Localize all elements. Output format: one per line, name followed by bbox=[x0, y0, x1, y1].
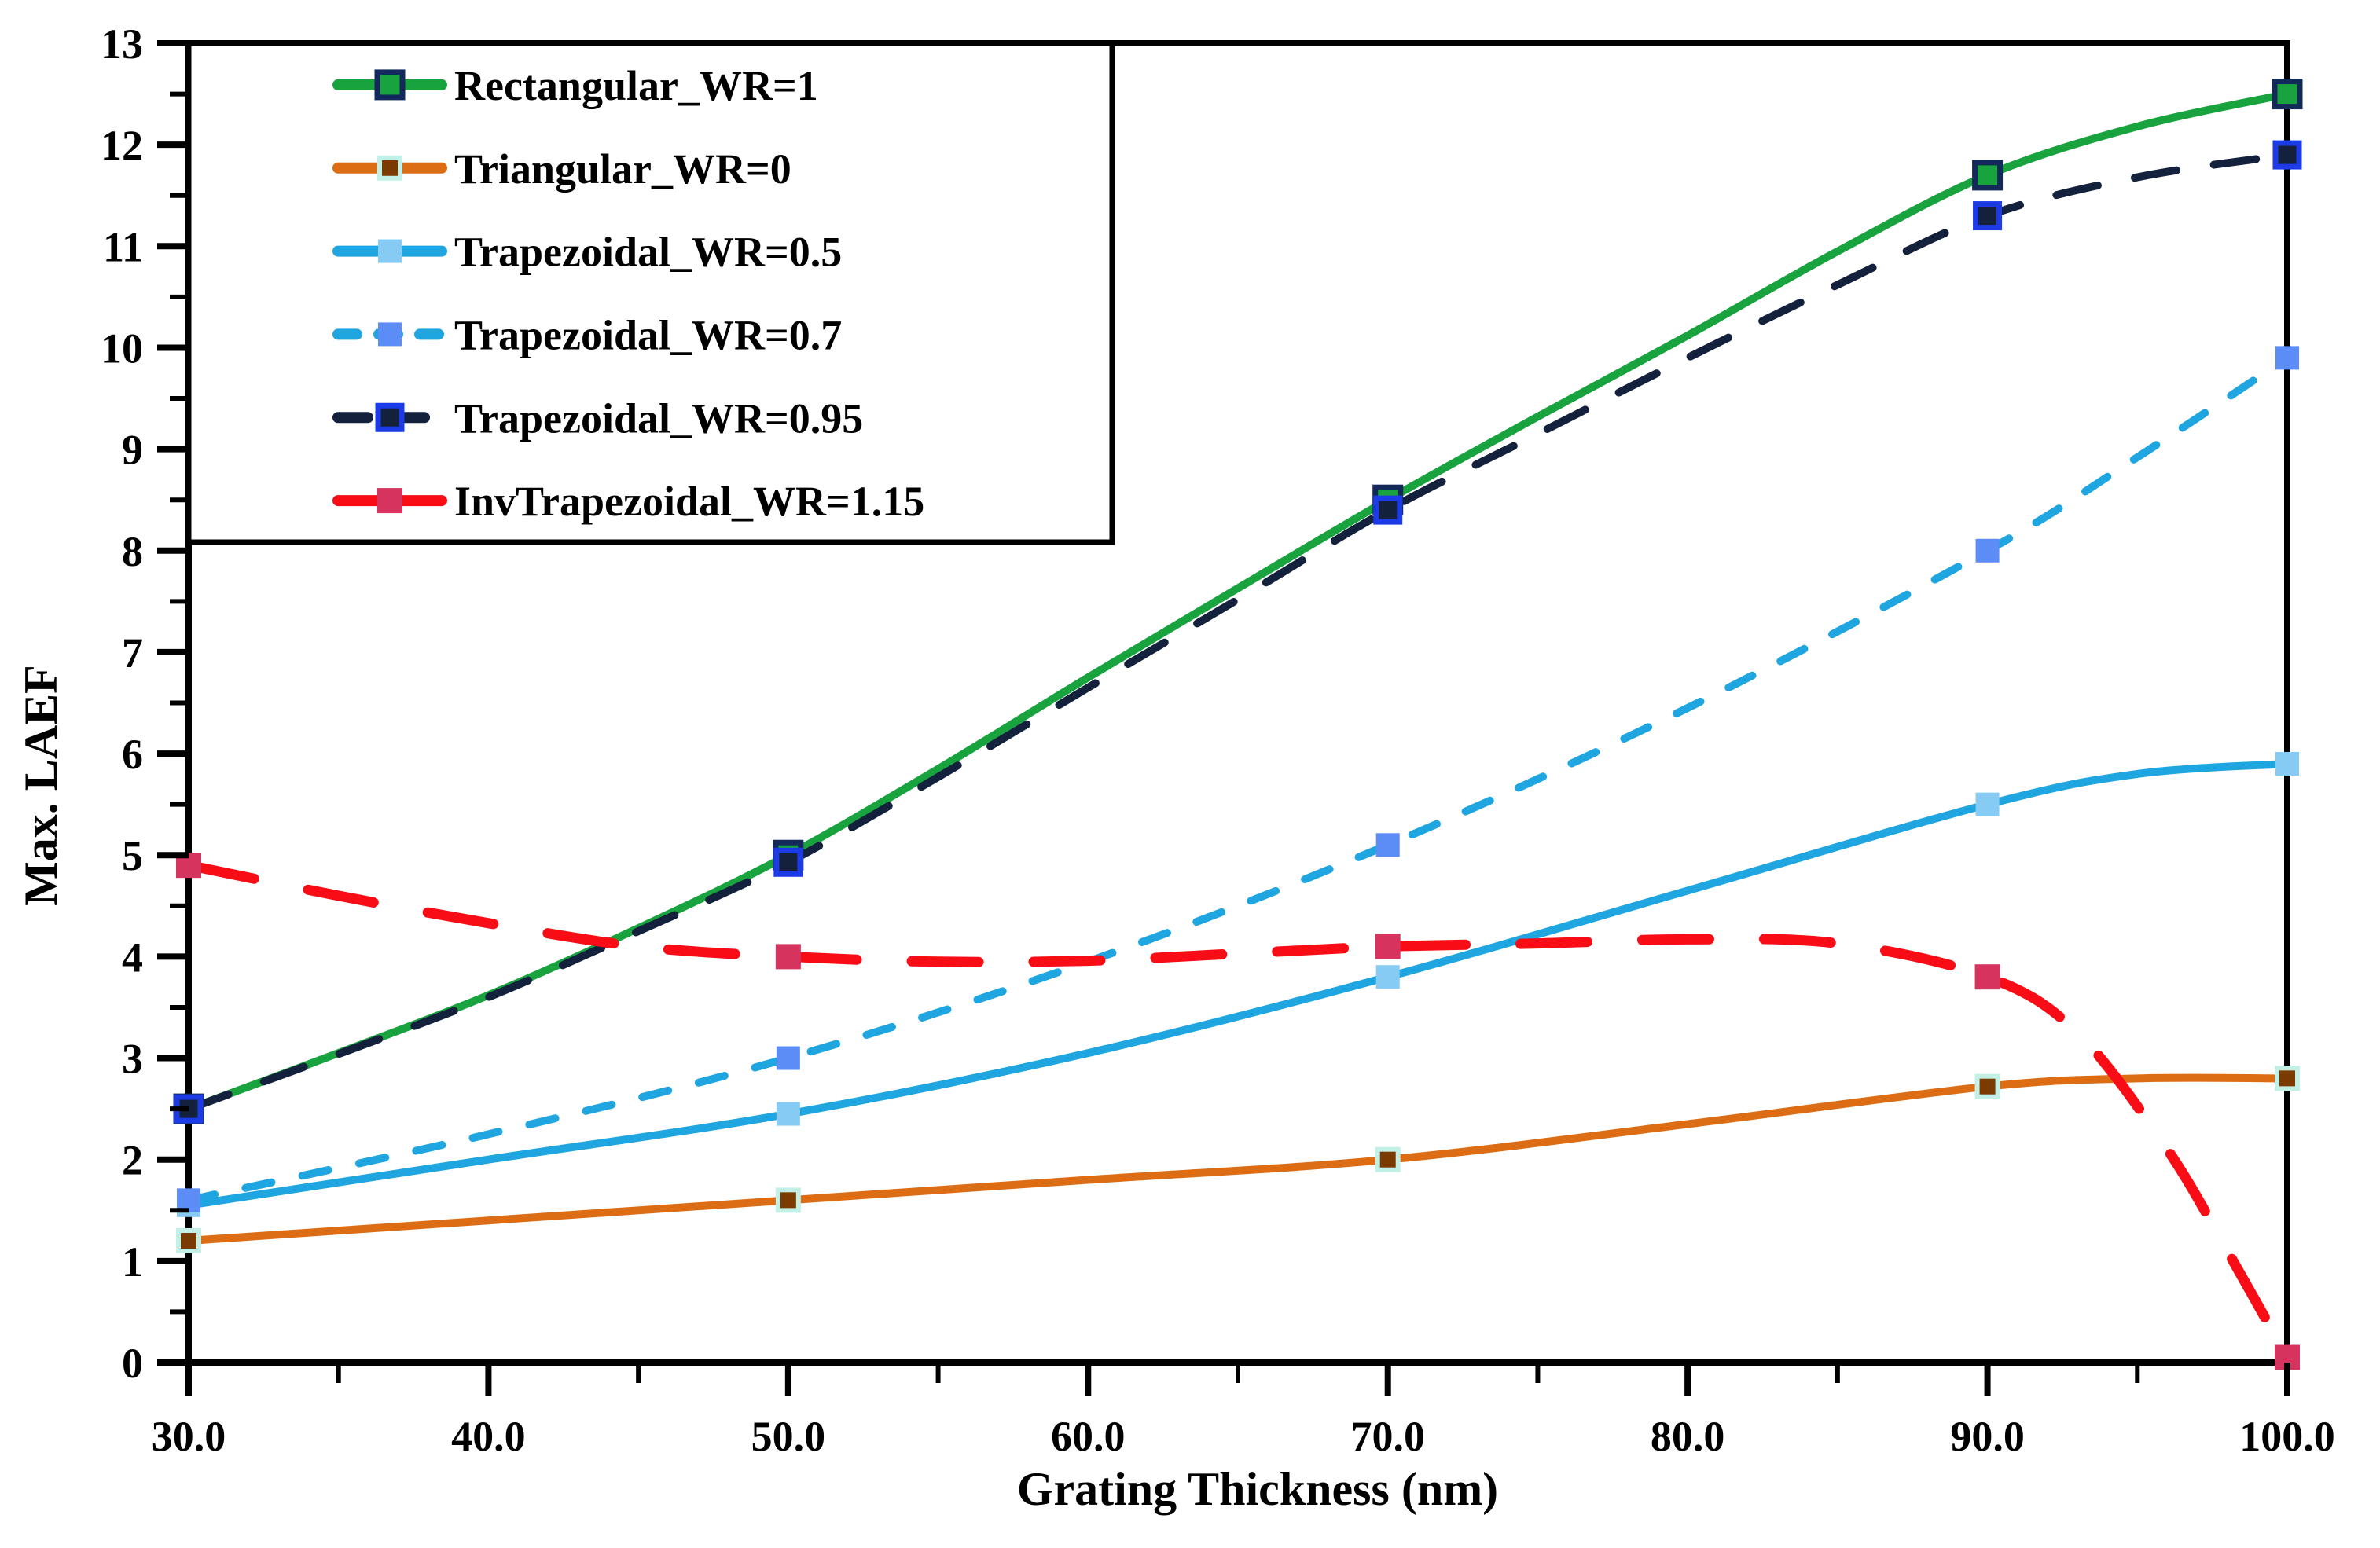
data-point-marker-Trapezoidal_WR=0.5 bbox=[776, 1102, 800, 1126]
legend-marker-sample bbox=[374, 69, 406, 101]
data-point-marker-InvTrapezoidal_WR=1.15 bbox=[775, 944, 801, 970]
legend-marker-sample bbox=[378, 239, 402, 263]
y-tick-label: 4 bbox=[122, 934, 143, 981]
data-point-marker-Triangular_WR=0 bbox=[1375, 1146, 1401, 1172]
series-line-Triangular_WR=0 bbox=[185, 1073, 2291, 1245]
y-tick-label: 1 bbox=[122, 1238, 143, 1286]
x-tick-label: 50.0 bbox=[751, 1413, 826, 1460]
data-point-marker-Rectangular_WR=1 bbox=[2272, 79, 2303, 110]
data-point-marker-Triangular_WR=0 bbox=[775, 1187, 801, 1213]
legend-label: Triangular_WR=0 bbox=[454, 145, 791, 193]
legend-item-Trapezoidal_WR=0.7: Trapezoidal_WR=0.7 bbox=[332, 311, 842, 358]
legend-label: Trapezoidal_WR=0.95 bbox=[454, 394, 863, 442]
y-tick-label: 8 bbox=[122, 528, 143, 575]
data-point-marker-Trapezoidal_WR=0.5 bbox=[2275, 751, 2299, 776]
x-tick-label: 60.0 bbox=[1051, 1413, 1126, 1460]
data-point-marker-Trapezoidal_WR=0.5 bbox=[1975, 792, 2000, 816]
x-tick-label: 40.0 bbox=[451, 1413, 526, 1460]
data-point-marker-Triangular_WR=0 bbox=[1974, 1073, 2000, 1099]
data-point-marker-Trapezoidal_WR=0.7 bbox=[1375, 833, 1400, 857]
legend-item-InvTrapezoidal_WR=1.15: InvTrapezoidal_WR=1.15 bbox=[332, 478, 924, 525]
legend-frame bbox=[185, 40, 1115, 545]
legend-marker-sample bbox=[375, 402, 405, 432]
data-point-marker-Triangular_WR=0 bbox=[176, 1228, 201, 1254]
series-line-Trapezoidal_WR=0.5 bbox=[185, 760, 2291, 1209]
legend-label: Trapezoidal_WR=0.5 bbox=[454, 229, 842, 276]
data-point-marker-Trapezoidal_WR=0.7 bbox=[1975, 538, 2000, 563]
y-tick-label: 9 bbox=[122, 427, 143, 474]
legend-marker-sample bbox=[378, 322, 402, 347]
x-tick-label: 70.0 bbox=[1350, 1413, 1425, 1460]
axis-ticks bbox=[157, 40, 2290, 1396]
legend-label: Rectangular_WR=1 bbox=[454, 62, 818, 109]
data-point-marker-Trapezoidal_WR=0.5 bbox=[1375, 965, 1400, 989]
data-point-marker-Trapezoidal_WR=0.95 bbox=[1373, 495, 1403, 525]
legend-label: InvTrapezoidal_WR=1.15 bbox=[454, 478, 924, 525]
y-tick-label: 3 bbox=[122, 1036, 143, 1083]
x-tick-label: 100.0 bbox=[2239, 1413, 2335, 1460]
y-tick-label: 13 bbox=[101, 20, 143, 68]
legend-item-Trapezoidal_WR=0.95: Trapezoidal_WR=0.95 bbox=[332, 394, 863, 442]
data-point-marker-Trapezoidal_WR=0.95 bbox=[1973, 201, 2003, 231]
y-tick-label: 5 bbox=[122, 832, 143, 879]
x-tick-label: 30.0 bbox=[152, 1413, 226, 1460]
legend-marker-sample bbox=[377, 155, 402, 181]
legend-marker-sample bbox=[377, 488, 402, 514]
legend-item-Triangular_WR=0: Triangular_WR=0 bbox=[332, 145, 791, 193]
x-tick-label: 80.0 bbox=[1651, 1413, 1725, 1460]
legend-label: Trapezoidal_WR=0.7 bbox=[454, 311, 842, 358]
series-line-InvTrapezoidal_WR=1.15 bbox=[183, 860, 2293, 1363]
series-line-Trapezoidal_WR=0.7 bbox=[185, 354, 2291, 1205]
data-point-marker-Trapezoidal_WR=0.7 bbox=[2275, 346, 2299, 370]
series-lines bbox=[183, 90, 2293, 1363]
y-tick-label: 10 bbox=[101, 325, 143, 372]
y-tick-label: 6 bbox=[122, 731, 143, 778]
y-tick-label: 11 bbox=[103, 223, 143, 270]
data-point-marker-Triangular_WR=0 bbox=[2275, 1066, 2300, 1091]
y-axis-title: Max. LAEF bbox=[15, 665, 67, 906]
data-point-marker-InvTrapezoidal_WR=1.15 bbox=[1375, 934, 1401, 959]
data-point-marker-Rectangular_WR=1 bbox=[1972, 160, 2004, 191]
legend-item-Trapezoidal_WR=0.5: Trapezoidal_WR=0.5 bbox=[332, 229, 842, 276]
data-point-marker-Trapezoidal_WR=0.95 bbox=[773, 847, 803, 877]
legend-box: Rectangular_WR=1 Triangular_WR=0 Trapezoid… bbox=[185, 40, 1115, 545]
series-line-Trapezoidal_WR=0.95 bbox=[185, 151, 2291, 1113]
y-tick-label: 2 bbox=[122, 1137, 143, 1184]
y-tick-label: 7 bbox=[122, 629, 143, 677]
data-point-marker-InvTrapezoidal_WR=1.15 bbox=[1974, 964, 2000, 990]
y-tick-label: 0 bbox=[122, 1340, 143, 1387]
x-axis-title: Grating Thickness (nm) bbox=[1017, 1463, 1498, 1515]
data-point-marker-Trapezoidal_WR=0.7 bbox=[776, 1046, 800, 1070]
data-point-marker-Trapezoidal_WR=0.95 bbox=[2272, 140, 2302, 170]
y-tick-label: 12 bbox=[101, 122, 143, 169]
series-line-Rectangular_WR=1 bbox=[185, 90, 2291, 1113]
x-tick-label: 90.0 bbox=[1950, 1413, 2025, 1460]
legend-item-Rectangular_WR=1: Rectangular_WR=1 bbox=[332, 62, 818, 109]
